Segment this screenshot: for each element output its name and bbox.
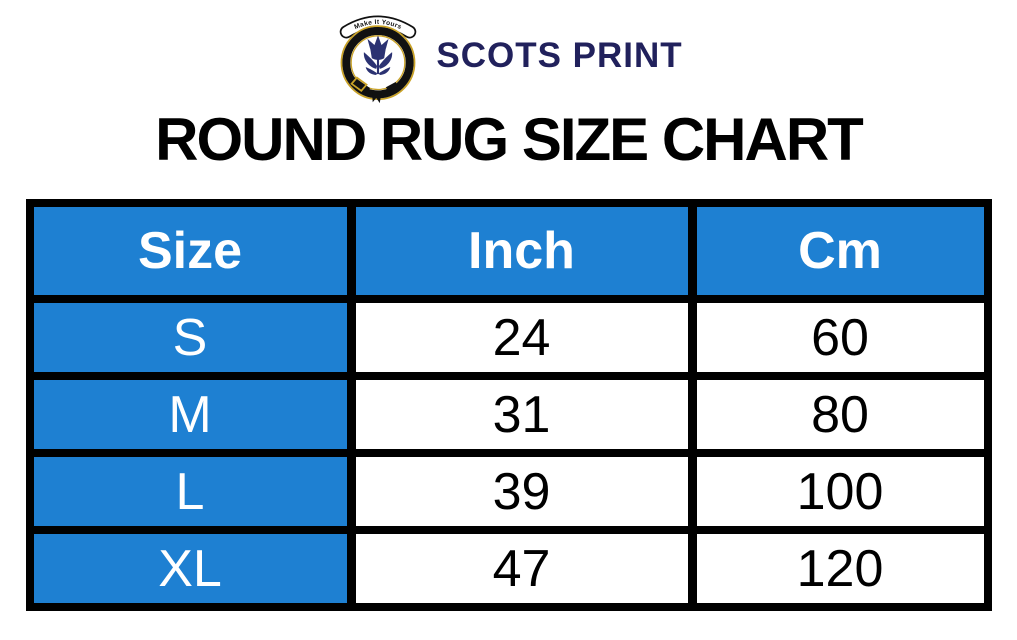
size-chart-table: Size Inch Cm S 24 60 M 31 80 L 39 100 XL…	[25, 199, 992, 611]
row-xl-cm-cell: 120	[696, 534, 984, 603]
row-s-inch-cell: 24	[355, 303, 688, 372]
thistle-icon	[364, 34, 393, 75]
belt-buckle-icon	[346, 73, 399, 103]
page-title: ROUND RUG SIZE CHART	[155, 106, 864, 173]
clan-crest-logo-icon: Make It Yours	[340, 15, 417, 103]
column-header-inch: Inch	[355, 207, 688, 295]
row-m-cm-cell: 80	[696, 380, 984, 449]
row-m-size-cell: M	[33, 380, 347, 449]
brand-header: Make It Yours S	[0, 0, 1017, 104]
column-header-cm: Cm	[696, 207, 984, 295]
row-l-cm-cell: 100	[696, 457, 984, 526]
row-xl-inch-cell: 47	[355, 534, 688, 603]
row-s-cm-cell: 60	[696, 303, 984, 372]
row-xl-size-cell: XL	[33, 534, 347, 603]
row-l-inch-cell: 39	[355, 457, 688, 526]
brand-name: SCOTS PRINT	[436, 36, 683, 75]
column-header-size: Size	[33, 207, 347, 295]
row-s-size-cell: S	[33, 303, 347, 372]
row-l-size-cell: L	[33, 457, 347, 526]
row-m-inch-cell: 31	[355, 380, 688, 449]
